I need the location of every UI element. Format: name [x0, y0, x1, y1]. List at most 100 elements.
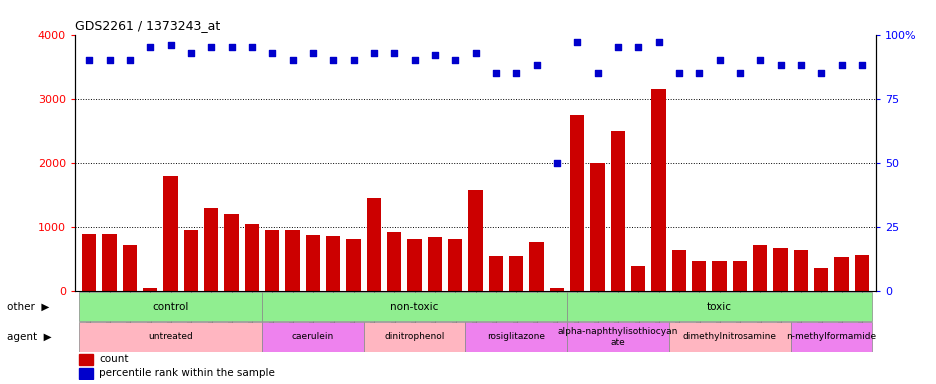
Point — [102, 57, 117, 63]
Text: n-methylformamide: n-methylformamide — [785, 333, 875, 341]
Point — [203, 44, 218, 50]
FancyBboxPatch shape — [262, 292, 566, 321]
Text: percentile rank within the sample: percentile rank within the sample — [99, 368, 274, 379]
Bar — [468, 190, 482, 291]
Bar — [447, 239, 461, 291]
Point — [345, 57, 360, 63]
Bar — [692, 261, 706, 291]
Point — [244, 44, 259, 50]
Point — [366, 50, 381, 56]
Point — [793, 62, 808, 68]
FancyBboxPatch shape — [262, 323, 363, 351]
Point — [447, 57, 462, 63]
Point — [772, 62, 787, 68]
FancyBboxPatch shape — [668, 323, 790, 351]
Bar — [489, 256, 503, 291]
Bar — [854, 255, 868, 291]
Bar — [793, 250, 807, 291]
Bar — [143, 288, 157, 291]
Bar — [813, 268, 827, 291]
Point — [590, 70, 605, 76]
Point — [548, 160, 563, 166]
Point — [81, 57, 96, 63]
Point — [508, 70, 523, 76]
Text: untreated: untreated — [148, 333, 193, 341]
Text: toxic: toxic — [707, 301, 731, 311]
Point — [732, 70, 747, 76]
Text: GDS2261 / 1373243_at: GDS2261 / 1373243_at — [75, 19, 220, 32]
Point — [224, 44, 239, 50]
Point — [163, 42, 178, 48]
Point — [285, 57, 300, 63]
Text: other  ▶: other ▶ — [7, 301, 50, 311]
Point — [305, 50, 320, 56]
FancyBboxPatch shape — [79, 292, 262, 321]
Bar — [508, 256, 522, 291]
Point — [854, 62, 869, 68]
Bar — [102, 233, 116, 291]
Text: agent  ▶: agent ▶ — [7, 332, 51, 342]
Bar — [346, 239, 360, 291]
Point — [569, 39, 584, 45]
FancyBboxPatch shape — [790, 323, 871, 351]
Point — [833, 62, 848, 68]
Bar — [732, 261, 746, 291]
Text: control: control — [153, 301, 188, 311]
Bar — [183, 230, 197, 291]
Bar — [610, 131, 624, 291]
Bar — [590, 163, 604, 291]
Bar — [549, 288, 563, 291]
Bar — [671, 250, 685, 291]
Bar — [529, 242, 543, 291]
Bar — [711, 261, 726, 291]
Point — [529, 62, 544, 68]
Point — [691, 70, 706, 76]
Bar — [834, 257, 848, 291]
Point — [630, 44, 645, 50]
Point — [123, 57, 138, 63]
Bar — [224, 214, 239, 291]
Point — [142, 44, 157, 50]
FancyBboxPatch shape — [465, 323, 566, 351]
Bar — [772, 248, 787, 291]
Point — [183, 50, 198, 56]
Bar — [82, 233, 96, 291]
Bar — [244, 224, 258, 291]
Point — [671, 70, 686, 76]
Bar — [407, 239, 421, 291]
Bar — [123, 245, 137, 291]
Bar — [631, 266, 645, 291]
Point — [467, 50, 483, 56]
Text: dinitrophenol: dinitrophenol — [384, 333, 445, 341]
Point — [711, 57, 726, 63]
Point — [406, 57, 421, 63]
Bar — [366, 198, 381, 291]
Bar — [569, 115, 584, 291]
Bar — [265, 230, 279, 291]
FancyBboxPatch shape — [363, 323, 465, 351]
Bar — [305, 235, 319, 291]
Point — [812, 70, 827, 76]
Point — [326, 57, 341, 63]
Bar — [79, 354, 94, 365]
Bar — [204, 208, 218, 291]
Bar — [163, 176, 178, 291]
Point — [488, 70, 503, 76]
Bar — [753, 245, 767, 291]
Text: caerulein: caerulein — [291, 333, 333, 341]
Bar — [651, 89, 665, 291]
FancyBboxPatch shape — [566, 292, 871, 321]
Bar — [326, 235, 340, 291]
Text: non-toxic: non-toxic — [390, 301, 438, 311]
Bar — [387, 232, 401, 291]
Point — [609, 44, 624, 50]
Text: alpha-naphthylisothiocyan
ate: alpha-naphthylisothiocyan ate — [557, 327, 678, 347]
Text: count: count — [99, 354, 128, 364]
Point — [387, 50, 402, 56]
Text: rosiglitazone: rosiglitazone — [487, 333, 545, 341]
FancyBboxPatch shape — [79, 323, 262, 351]
Point — [427, 52, 442, 58]
FancyBboxPatch shape — [566, 323, 668, 351]
Bar — [428, 237, 442, 291]
Point — [651, 39, 665, 45]
